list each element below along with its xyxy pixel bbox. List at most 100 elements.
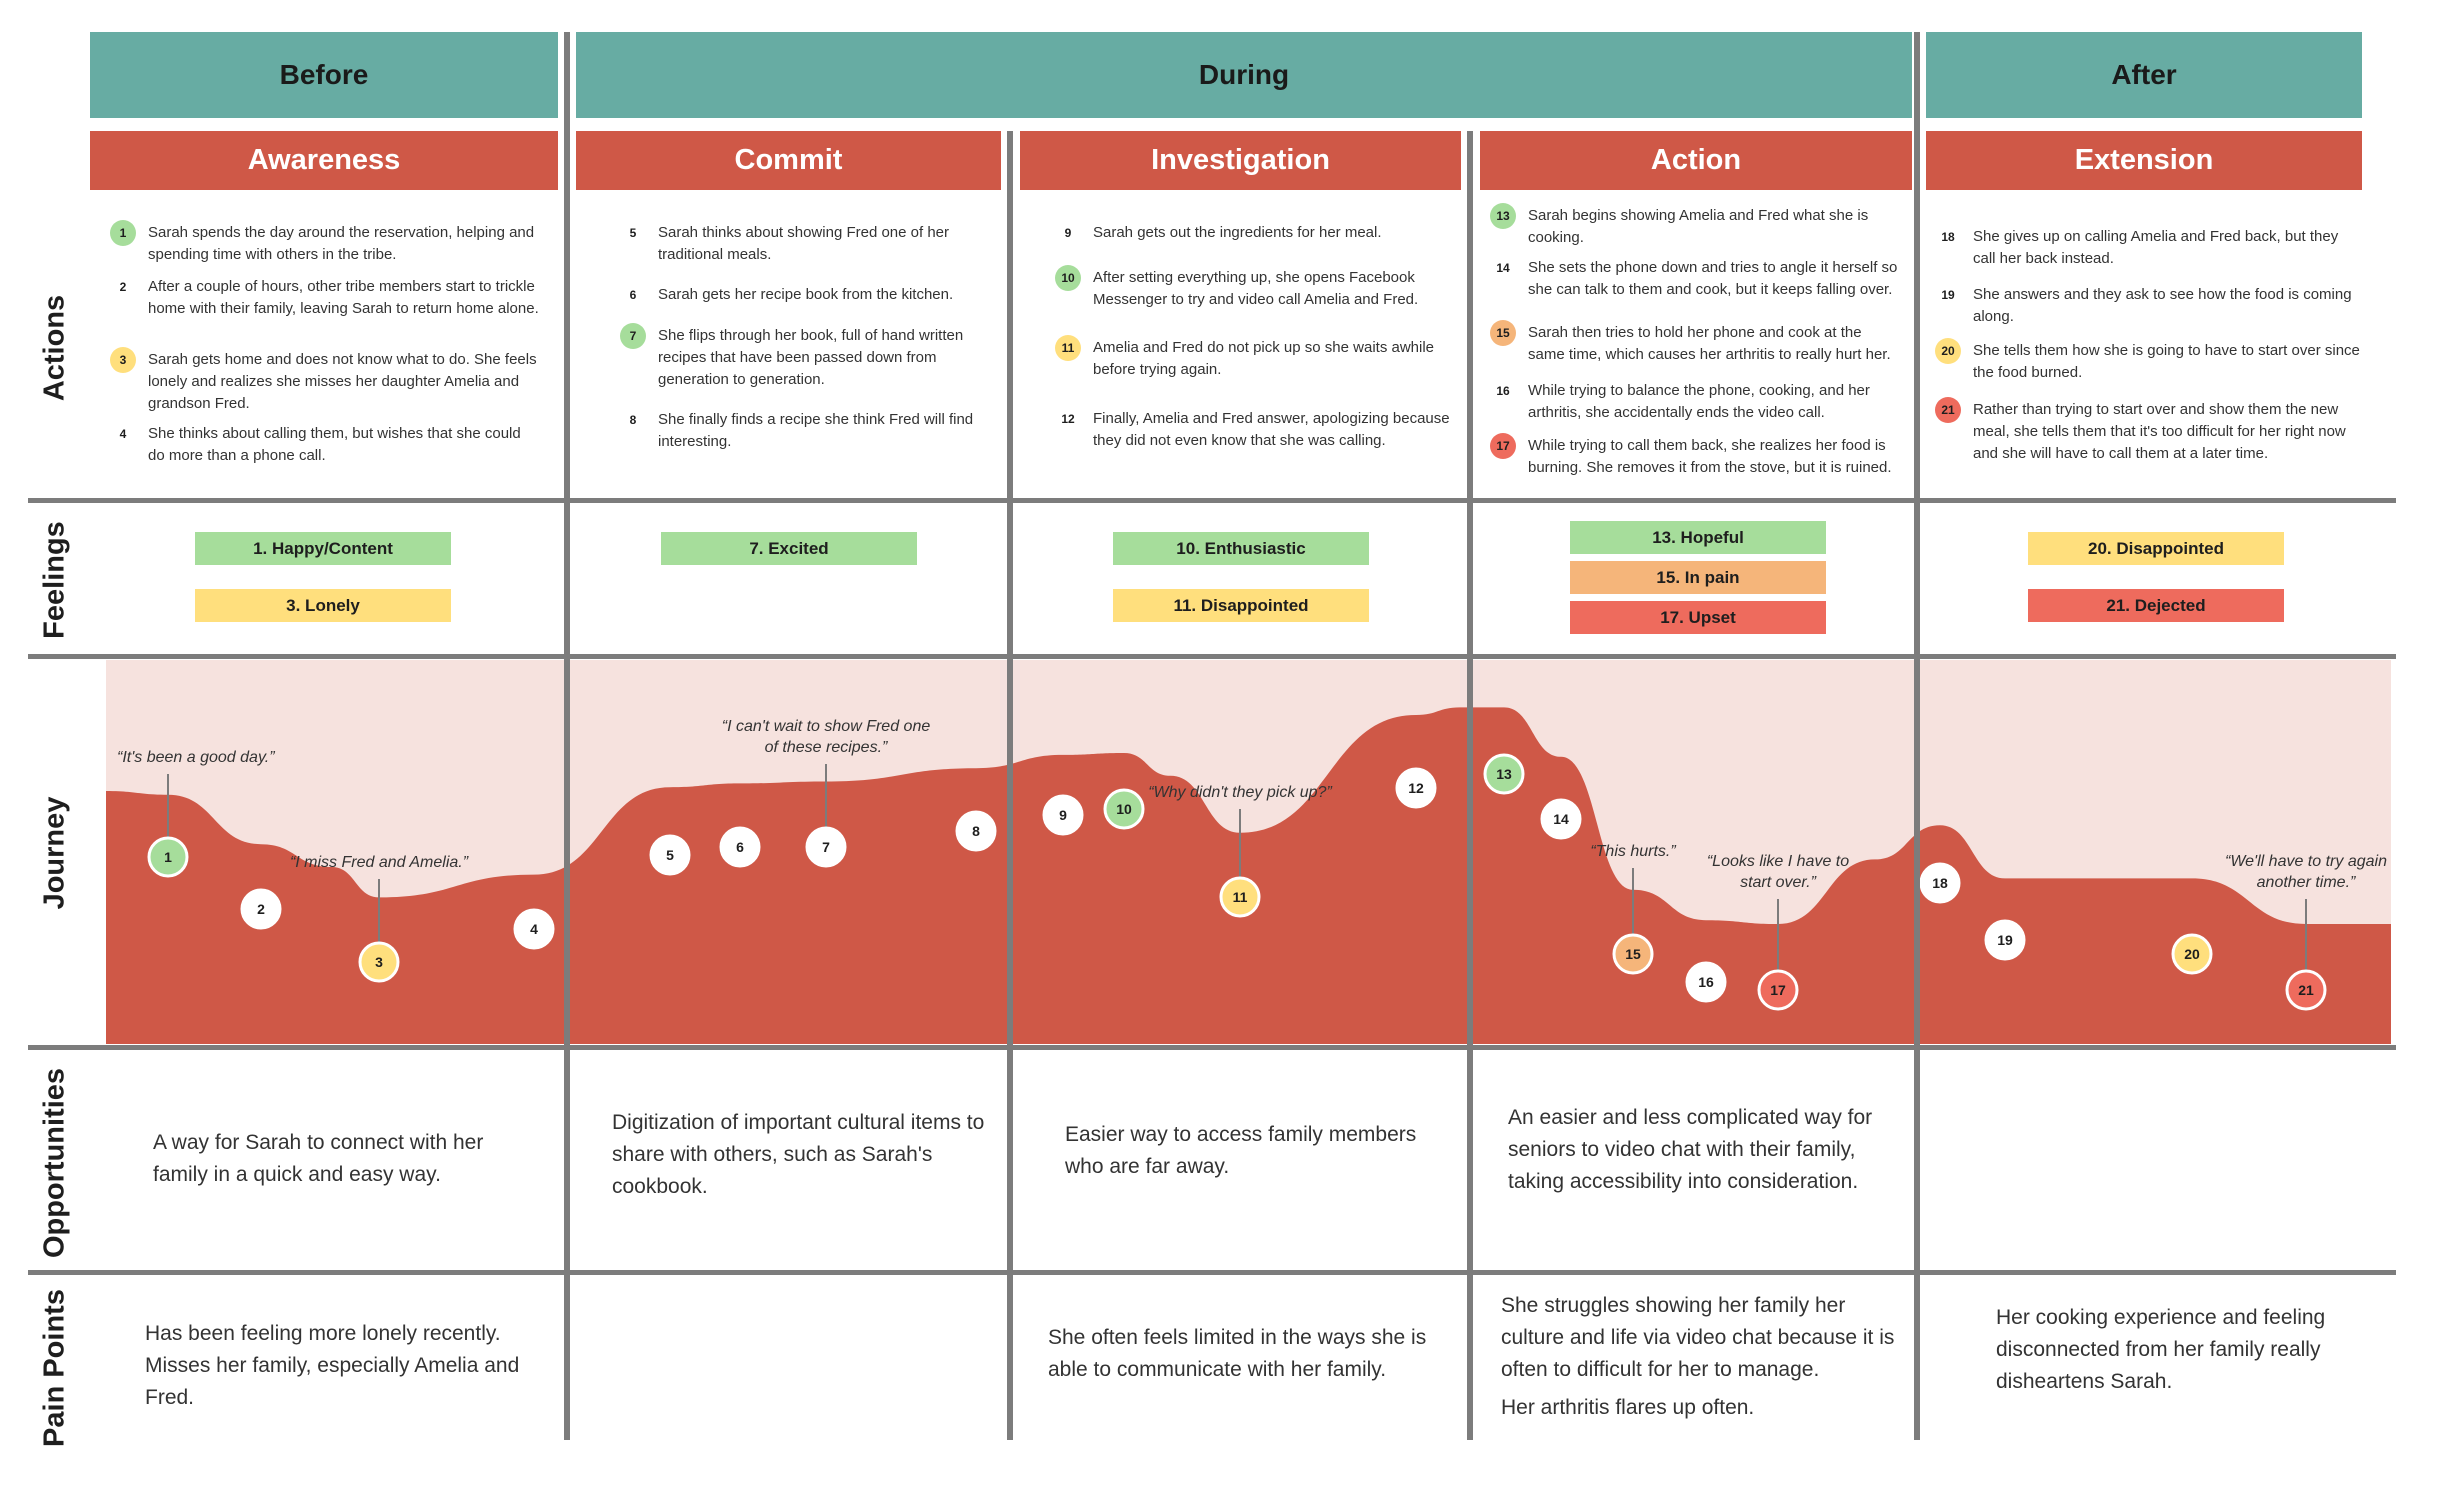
- action-text: Sarah gets out the ingredients for her m…: [1093, 224, 1382, 241]
- action-text: Sarah spends the day around the reservat…: [148, 224, 535, 263]
- journey-point-11: [1219, 876, 1261, 918]
- journey-point-14: [1540, 798, 1582, 840]
- feeling-badge: 1. Happy/Content: [195, 532, 451, 565]
- journey-point-label: 18: [1932, 875, 1948, 891]
- feeling-badge: 13. Hopeful: [1570, 521, 1826, 554]
- action-number: 2: [119, 280, 127, 294]
- journey-point-label: 13: [1496, 766, 1512, 782]
- action-item-8: 8 She finally finds a recipe she think Fr…: [620, 409, 990, 453]
- journey-point-label: 20: [2184, 946, 2200, 962]
- journey-quote: “I can't wait to show Fred one: [722, 718, 931, 735]
- journey-point-2: [240, 888, 282, 930]
- action-text: Sarah then tries to hold her phone and c…: [1528, 324, 1891, 363]
- opportunity-investigation: Easier way to access family members who …: [1065, 1123, 1417, 1178]
- journey-point-3: [358, 941, 400, 983]
- divider-commit-investigation: [1007, 131, 1013, 1440]
- journey-point-9: [1042, 794, 1084, 836]
- journey-point-label: 7: [822, 839, 830, 855]
- action-text: While trying to balance the phone, cooki…: [1528, 382, 1870, 421]
- journey-point-label: 4: [530, 921, 538, 937]
- pain-point-investigation: She often feels limited in the ways she …: [1048, 1326, 1427, 1381]
- action-text: She gives up on calling Amelia and Fred …: [1973, 228, 2339, 267]
- action-item-11: 11 Amelia and Fred do not pick up so she …: [1055, 335, 1455, 381]
- action-item-19: 19 She answers and they ask to see how th…: [1935, 284, 2360, 328]
- journey-quote: “Why didn't they pick up?”: [1148, 784, 1332, 801]
- divider-actions-feelings: [28, 498, 2396, 503]
- action-item-4: 4 She thinks about calling them, but wish…: [110, 423, 540, 467]
- journey-point-5: [649, 834, 691, 876]
- journey-point-label: 3: [375, 954, 383, 970]
- journey-point-12: [1395, 767, 1437, 809]
- journey-point-19: [1984, 919, 2026, 961]
- journey-point-label: 10: [1116, 801, 1132, 817]
- journey-point-8: [955, 810, 997, 852]
- action-text: She finally finds a recipe she think Fre…: [658, 411, 974, 450]
- phase-after: After: [1926, 32, 2362, 118]
- journey-area: [106, 707, 2391, 1044]
- action-number: 11: [1055, 335, 1081, 361]
- action-number: 4: [119, 427, 127, 441]
- action-number: 10: [1055, 265, 1081, 291]
- action-item-10: 10 After setting everything up, she opens…: [1055, 265, 1455, 311]
- action-number: 16: [1496, 384, 1510, 398]
- journey-point-label: 11: [1233, 889, 1248, 905]
- opportunity-commit: Digitization of important cultural items…: [612, 1111, 985, 1198]
- journey-point-label: 17: [1770, 982, 1786, 998]
- action-number: 20: [1935, 338, 1961, 364]
- feeling-badge: 20. Disappointed: [2028, 532, 2284, 565]
- action-number: 15: [1490, 320, 1516, 346]
- action-text: While trying to call them back, she real…: [1528, 437, 1892, 476]
- action-item-18: 18 She gives up on calling Amelia and Fre…: [1935, 226, 2360, 270]
- action-number: 8: [629, 413, 637, 427]
- feeling-badge: 15. In pain: [1570, 561, 1826, 594]
- stage-action: Action: [1480, 131, 1912, 190]
- journey-point-label: 21: [2298, 982, 2314, 998]
- action-item-12: 12 Finally, Amelia and Fred answer, apolo…: [1055, 408, 1455, 452]
- action-item-6: 6 Sarah gets her recipe book from the kit…: [620, 284, 990, 306]
- action-text: After a couple of hours, other tribe mem…: [148, 278, 539, 317]
- action-number: 5: [629, 226, 637, 240]
- action-text: Sarah thinks about showing Fred one of h…: [658, 224, 950, 263]
- feeling-badge: 7. Excited: [661, 532, 917, 565]
- journey-background: [106, 660, 2391, 1044]
- journey-quote: “This hurts.”: [1590, 843, 1676, 860]
- action-number: 7: [620, 323, 646, 349]
- action-number: 3: [110, 347, 136, 373]
- action-item-13: 13 Sarah begins showing Amelia and Fred w…: [1490, 203, 1900, 249]
- action-item-3: 3 Sarah gets home and does not know what …: [110, 347, 540, 415]
- action-number: 1: [110, 220, 136, 246]
- feeling-badge: 3. Lonely: [195, 589, 451, 622]
- pain-point-action-extra: Her arthritis flares up often.: [1501, 1396, 1755, 1419]
- journey-quote: “It's been a good day.”: [117, 749, 275, 766]
- journey-point-label: 9: [1059, 807, 1067, 823]
- journey-point-label: 15: [1625, 946, 1641, 962]
- pain-point-awareness: Has been feeling more lonely recently. M…: [145, 1322, 520, 1409]
- action-number: 21: [1935, 397, 1961, 423]
- feeling-badge: 10. Enthusiastic: [1113, 532, 1369, 565]
- journey-quote: “I miss Fred and Amelia.”: [290, 854, 469, 871]
- journey-point-label: 2: [257, 901, 265, 917]
- opportunity-action: An easier and less complicated way for s…: [1508, 1106, 1873, 1193]
- journey-point-label: 5: [666, 847, 674, 863]
- action-number: 6: [629, 288, 637, 302]
- action-text: Sarah gets her recipe book from the kitc…: [658, 286, 954, 303]
- stage-awareness: Awareness: [90, 131, 558, 190]
- journey-point-17: [1757, 969, 1799, 1011]
- journey-point-label: 6: [736, 839, 744, 855]
- action-text: She thinks about calling them, but wishe…: [148, 425, 521, 464]
- stage-commit: Commit: [576, 131, 1001, 190]
- action-number: 18: [1941, 230, 1955, 244]
- phase-before: Before: [90, 32, 558, 118]
- pain-point-action: She struggles showing her family her cul…: [1501, 1294, 1895, 1381]
- feeling-badge: 17. Upset: [1570, 601, 1826, 634]
- feeling-badge: 11. Disappointed: [1113, 589, 1369, 622]
- action-text: She sets the phone down and tries to ang…: [1528, 259, 1898, 298]
- journey-quote: “Looks like I have to: [1707, 853, 1849, 870]
- stage-investigation: Investigation: [1020, 131, 1461, 190]
- journey-point-label: 16: [1698, 974, 1714, 990]
- feeling-badge: 21. Dejected: [2028, 589, 2284, 622]
- journey-point-15: [1612, 933, 1654, 975]
- action-item-17: 17 While trying to call them back, she re…: [1490, 433, 1900, 479]
- journey-point-21: [2285, 969, 2327, 1011]
- phase-during: During: [576, 32, 1912, 118]
